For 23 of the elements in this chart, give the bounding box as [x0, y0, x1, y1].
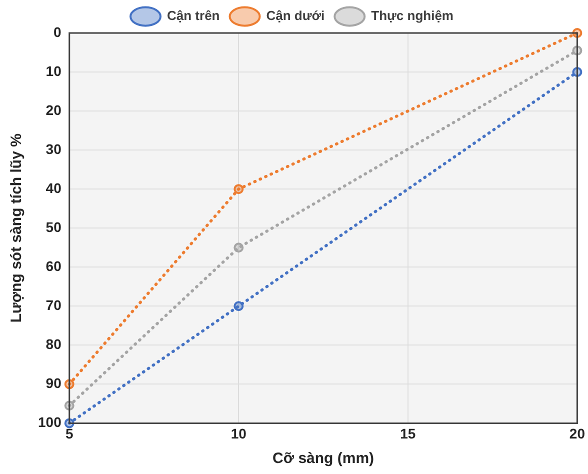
- y-tick-label: 20: [46, 102, 62, 118]
- y-tick-label: 70: [46, 297, 62, 313]
- y-axis-title: Lượng sót sàng tích lũy %: [8, 134, 26, 323]
- y-tick-label: 50: [46, 218, 62, 235]
- x-tick-label: 15: [400, 425, 416, 442]
- y-tick-label: 0: [54, 24, 62, 40]
- y-tick-label: 30: [46, 140, 62, 157]
- legend-label: Cận trên: [167, 8, 220, 24]
- y-tick-label: 60: [46, 258, 62, 274]
- y-tick-label: 80: [46, 336, 62, 352]
- point: [234, 242, 244, 253]
- y-tick-label: 40: [46, 180, 62, 196]
- y-tick-label: 90: [46, 375, 62, 392]
- x-tick-label: 5: [65, 425, 74, 442]
- legend-label: Cận dưới: [266, 8, 325, 24]
- point: [234, 184, 244, 194]
- legend-label: Thực nghiệm: [371, 8, 454, 24]
- x-tick-label: 10: [230, 425, 247, 442]
- x-axis-title: Cỡ sàng (mm): [272, 450, 374, 468]
- point: [234, 301, 244, 312]
- x-tick-label: 20: [569, 425, 586, 442]
- y-tick-label: 100: [38, 414, 62, 430]
- y-tick-label: 10: [46, 62, 62, 79]
